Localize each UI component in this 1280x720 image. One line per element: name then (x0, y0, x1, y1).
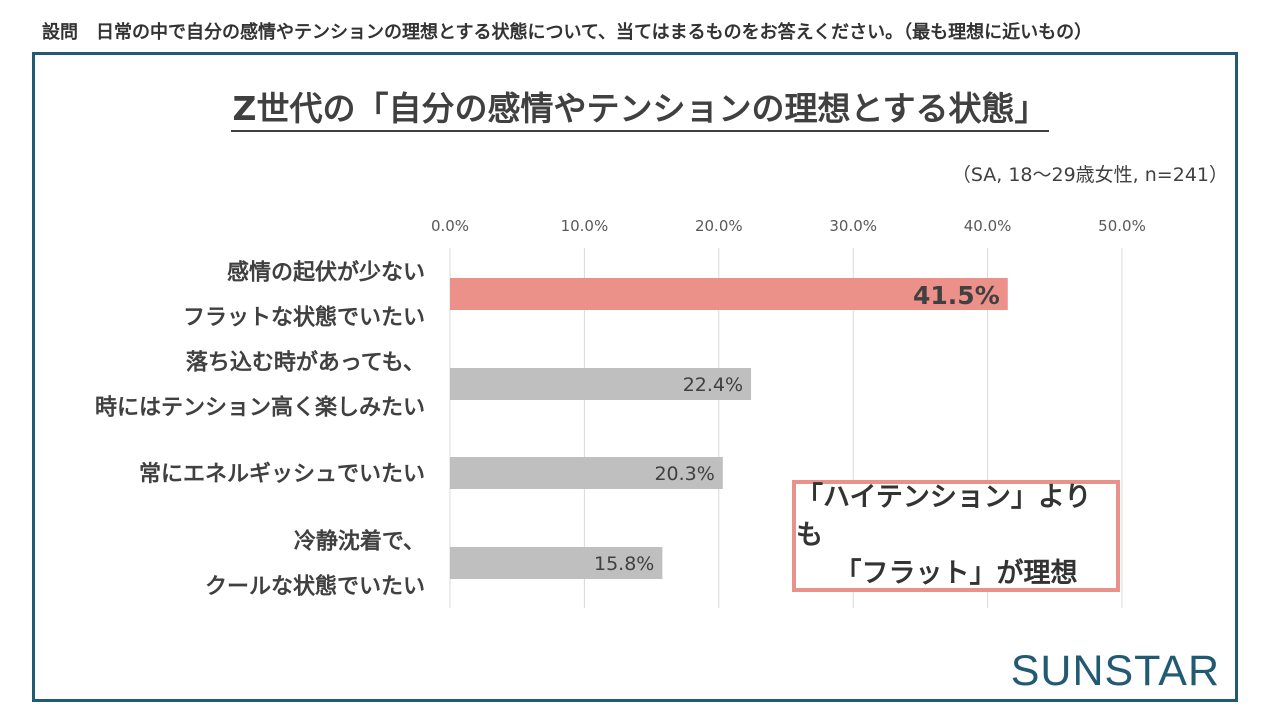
category-label: 感情の起伏が少ない (227, 260, 425, 286)
data-label: 41.5% (913, 281, 1000, 310)
sample-note: （SA, 18～29歳女性, n=241） (951, 164, 1228, 186)
bar (450, 547, 663, 579)
chart-title: Z世代の「自分の感情やテンションの理想とする状態」 (230, 89, 1050, 132)
survey-question: 設問 日常の中で自分の感情やテンションの理想とする状態について、当てはまるものを… (42, 22, 1093, 43)
category-label: クールな状態でいたい (205, 574, 425, 600)
x-tick-label: 30.0% (829, 217, 877, 235)
bar (450, 457, 723, 489)
callout-line-1: 「ハイテンション」よりも (796, 482, 1092, 551)
category-label: 落ち込む時があっても、 (186, 350, 425, 376)
category-label: フラットな状態でいたい (183, 305, 425, 331)
chart-title-wrap: Z世代の「自分の感情やテンションの理想とする状態」 (0, 82, 1280, 132)
x-tick-label: 0.0% (431, 217, 469, 235)
x-tick-label: 20.0% (695, 217, 743, 235)
callout-box: 「ハイテンション」よりも 「フラット」が理想 (792, 480, 1120, 592)
x-tick-label: 50.0% (1098, 217, 1146, 235)
data-label: 20.3% (654, 463, 714, 485)
bar (450, 278, 1008, 310)
data-label: 22.4% (683, 374, 743, 396)
chart-frame (32, 52, 1238, 702)
x-tick-label: 40.0% (964, 217, 1012, 235)
category-label: 常にエネルギッシュでいたい (139, 461, 425, 487)
category-label: 時にはテンション高く楽しみたい (95, 395, 425, 421)
bar (450, 368, 752, 400)
sunstar-logo: SUNSTAR (1010, 647, 1220, 695)
category-label: 冷静沈着で、 (294, 529, 425, 555)
data-label: 15.8% (594, 553, 654, 575)
callout-line-2: 「フラット」が理想 (834, 558, 1078, 589)
x-tick-label: 10.0% (561, 217, 609, 235)
